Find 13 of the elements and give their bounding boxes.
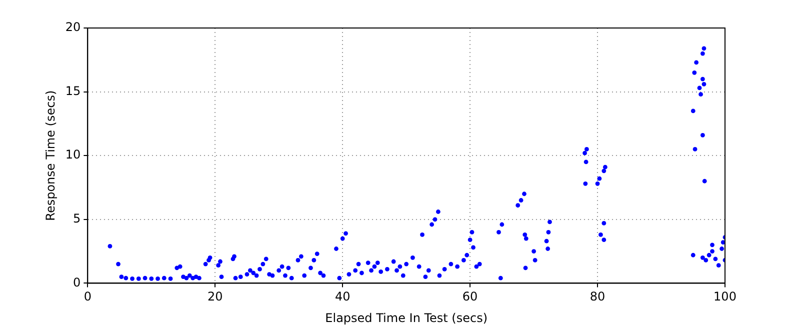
x-tick-label: 60 [462, 290, 478, 304]
y-tick-label: 5 [73, 212, 81, 226]
y-axis-title: Response Time (secs) [43, 90, 58, 221]
y-tick-label: 15 [65, 84, 81, 98]
x-tick-label: 40 [334, 290, 350, 304]
y-tick-label: 0 [73, 275, 81, 290]
x-tick-label: 20 [207, 290, 223, 304]
x-axis-title: Elapsed Time In Test (secs) [325, 310, 488, 325]
x-tick-label: 80 [590, 290, 606, 304]
x-tick-label: 100 [714, 290, 736, 304]
y-tick-label: 10 [65, 148, 81, 162]
y-tick-label: 20 [65, 20, 81, 34]
x-tick-label: 0 [84, 290, 92, 304]
